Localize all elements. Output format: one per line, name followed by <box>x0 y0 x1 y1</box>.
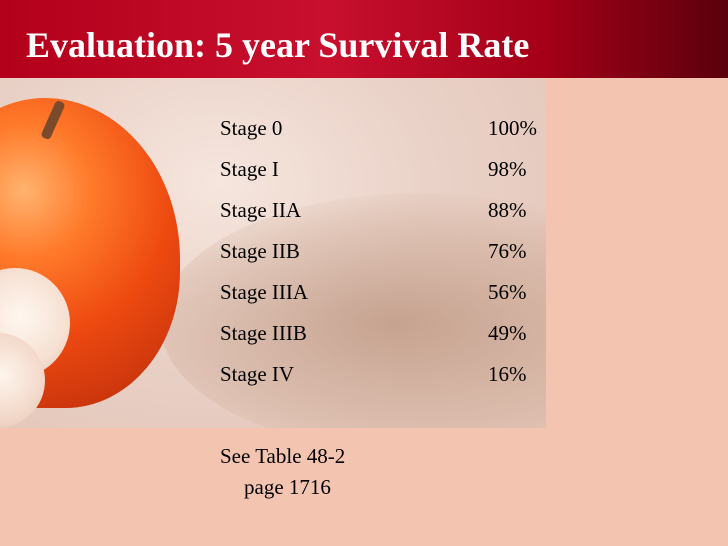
stage-label: Stage IIIA <box>220 280 309 304</box>
stage-label: Stage I <box>220 157 279 181</box>
slide-title: Evaluation: 5 year Survival Rate <box>26 25 530 65</box>
title-bar: Evaluation: 5 year Survival Rate <box>0 0 728 78</box>
table-row: Stage I 98% <box>220 149 600 190</box>
survival-rate: 100% <box>488 116 537 140</box>
table-row: Stage 0 100% <box>220 108 600 149</box>
stage-label: Stage 0 <box>220 116 283 140</box>
reference-line-2: page 1716 <box>244 475 331 499</box>
table-row: Stage IV 16% <box>220 354 600 395</box>
survival-rate: 56% <box>488 280 527 304</box>
stage-label: Stage IIIB <box>220 321 307 345</box>
table-row: Stage IIIB 49% <box>220 313 600 354</box>
survival-table: Stage 0 100% Stage I 98% Stage IIA 88% S… <box>220 108 600 395</box>
stage-label: Stage IIB <box>220 239 300 263</box>
survival-rate: 88% <box>488 198 527 222</box>
survival-rate: 16% <box>488 362 527 386</box>
table-row: Stage IIA 88% <box>220 190 600 231</box>
survival-rate: 98% <box>488 157 527 181</box>
survival-rate: 76% <box>488 239 527 263</box>
table-row: Stage IIB 76% <box>220 231 600 272</box>
reference-note: See Table 48-2 page 1716 <box>220 441 345 503</box>
reference-line-1: See Table 48-2 <box>220 444 346 468</box>
survival-rate: 49% <box>488 321 527 345</box>
stage-label: Stage IV <box>220 362 295 386</box>
stage-label: Stage IIA <box>220 198 302 222</box>
apple-photo <box>0 78 546 428</box>
table-row: Stage IIIA 56% <box>220 272 600 313</box>
